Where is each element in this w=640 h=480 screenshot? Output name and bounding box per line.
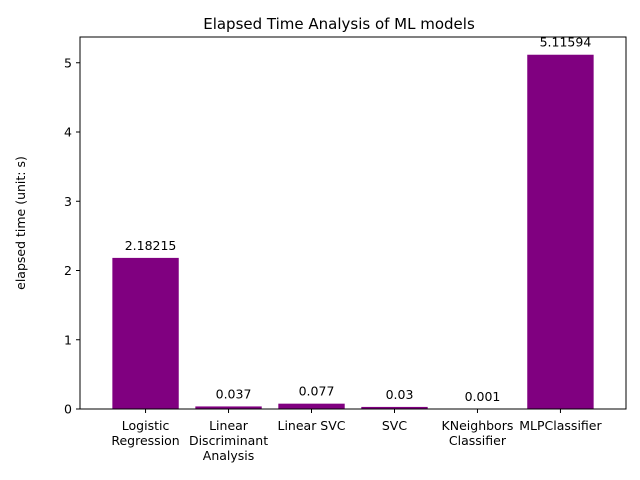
bar-value-label-3: 0.03 (386, 387, 414, 402)
x-tick-label-line: Discriminant (189, 433, 268, 448)
bar-value-label-4: 0.001 (465, 389, 501, 404)
y-axis-ticks: 0 1 2 3 4 5 (64, 55, 80, 417)
x-tick-label-2: Linear SVC (277, 418, 345, 433)
x-tick-label-3: SVC (382, 418, 407, 433)
y-tick-label-1: 1 (64, 332, 72, 347)
bar-1 (195, 406, 262, 409)
bar-value-label-0: 2.18215 (125, 238, 177, 253)
y-axis-label: elapsed time (unit: s) (13, 156, 28, 290)
y-tick-label-5: 5 (64, 55, 72, 70)
bar-0 (112, 257, 179, 409)
y-tick-label-2: 2 (64, 263, 72, 278)
x-tick-label-line: Analysis (203, 448, 255, 463)
y-tick-label-0: 0 (64, 402, 72, 417)
bar-value-label-2: 0.077 (299, 384, 335, 399)
bar-value-label-1: 0.037 (216, 386, 252, 401)
x-tick-label-0: Logistic Regression (111, 418, 179, 448)
x-axis-ticks: Logistic Regression Linear Discriminant Anal… (111, 409, 602, 463)
plot-frame (79, 36, 627, 410)
bar-value-labels: 2.18215 0.037 0.077 0.03 0.001 5.11594 (125, 35, 592, 404)
x-tick-label-line: Linear (209, 418, 249, 433)
x-tick-label-line: SVC (382, 418, 407, 433)
x-tick-label-line: KNeighbors (442, 418, 514, 433)
x-tick-label-line: Regression (111, 433, 179, 448)
x-tick-label-5: MLPClassifier (519, 418, 602, 433)
bars-group (112, 54, 594, 410)
bar-5 (527, 54, 594, 410)
y-tick-label-4: 4 (64, 125, 72, 140)
x-tick-label-line: Linear SVC (277, 418, 345, 433)
bar-2 (278, 403, 345, 409)
x-tick-label-4: KNeighbors Classifier (442, 418, 514, 448)
x-tick-label-line: MLPClassifier (519, 418, 602, 433)
x-tick-label-line: Classifier (449, 433, 507, 448)
bar-value-label-5: 5.11594 (540, 35, 592, 50)
bar-3 (361, 406, 428, 409)
x-tick-label-1: Linear Discriminant Analysis (189, 418, 268, 463)
chart-title: Elapsed Time Analysis of ML models (203, 15, 475, 33)
x-tick-label-line: Logistic (122, 418, 170, 433)
y-tick-label-3: 3 (64, 194, 72, 209)
